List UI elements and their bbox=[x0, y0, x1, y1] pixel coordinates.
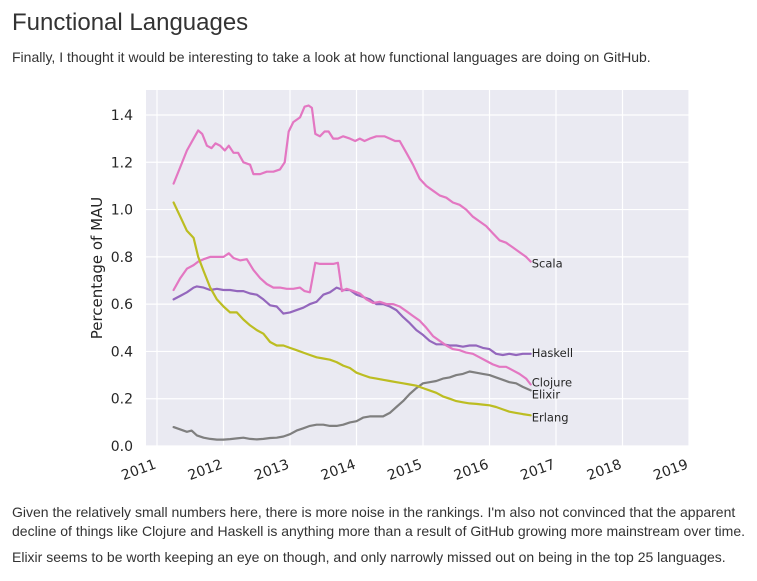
y-tick-label: 0.6 bbox=[111, 297, 133, 313]
y-tick-label: 1.2 bbox=[111, 155, 133, 171]
x-tick-label: 2013 bbox=[252, 457, 291, 484]
x-tick-label: 2016 bbox=[452, 457, 491, 484]
series-label-erlang: Erlang bbox=[532, 410, 569, 424]
x-tick-label: 2017 bbox=[518, 457, 557, 484]
y-tick-label: 0.2 bbox=[111, 392, 133, 408]
x-tick-label: 2011 bbox=[119, 457, 158, 484]
y-tick-label: 1.4 bbox=[111, 108, 133, 124]
y-axis-label: Percentage of MAU bbox=[88, 197, 106, 340]
series-label-clojure: Clojure bbox=[532, 376, 572, 390]
series-line-erlang bbox=[172, 201, 532, 417]
y-tick-label: 1.0 bbox=[111, 203, 133, 219]
y-tick-label: 0.8 bbox=[111, 250, 133, 266]
y-tick-label: 0.0 bbox=[111, 439, 133, 455]
elixir-paragraph: Elixir seems to be worth keeping an eye … bbox=[12, 549, 726, 565]
series-label-scala: Scala bbox=[532, 257, 563, 271]
x-tick-label: 2012 bbox=[186, 457, 225, 484]
intro-paragraph: Finally, I thought it would be interesti… bbox=[12, 49, 651, 65]
plot-background bbox=[146, 90, 689, 446]
x-tick-labels: 2011 2012 2013 2014 2015 2016 2017 2018 2019 bbox=[119, 457, 690, 484]
y-tick-labels: 0.0 0.2 0.4 0.6 0.8 1.0 1.2 1.4 bbox=[111, 108, 133, 455]
page-title: Functional Languages bbox=[12, 9, 249, 36]
x-tick-label: 2018 bbox=[585, 457, 624, 484]
line-chart: 0.00.20.40.60.81.01.21.4 2011 2012 2013 201… bbox=[88, 90, 690, 484]
series-label-elixir: Elixir bbox=[532, 387, 561, 401]
series-line-elixir bbox=[172, 370, 532, 441]
x-tick-label: 2015 bbox=[385, 457, 424, 484]
series-line-scala bbox=[172, 104, 532, 263]
grid-lines bbox=[146, 90, 690, 447]
x-tick-label: 2019 bbox=[651, 457, 690, 484]
series-label-haskell: Haskell bbox=[532, 346, 573, 360]
y-tick-label: 0.4 bbox=[111, 344, 133, 360]
x-tick-label: 2014 bbox=[319, 457, 358, 484]
commentary-paragraph: Given the relatively small numbers here,… bbox=[12, 504, 746, 539]
series-lines bbox=[172, 104, 532, 441]
series-line-clojure bbox=[172, 252, 532, 386]
